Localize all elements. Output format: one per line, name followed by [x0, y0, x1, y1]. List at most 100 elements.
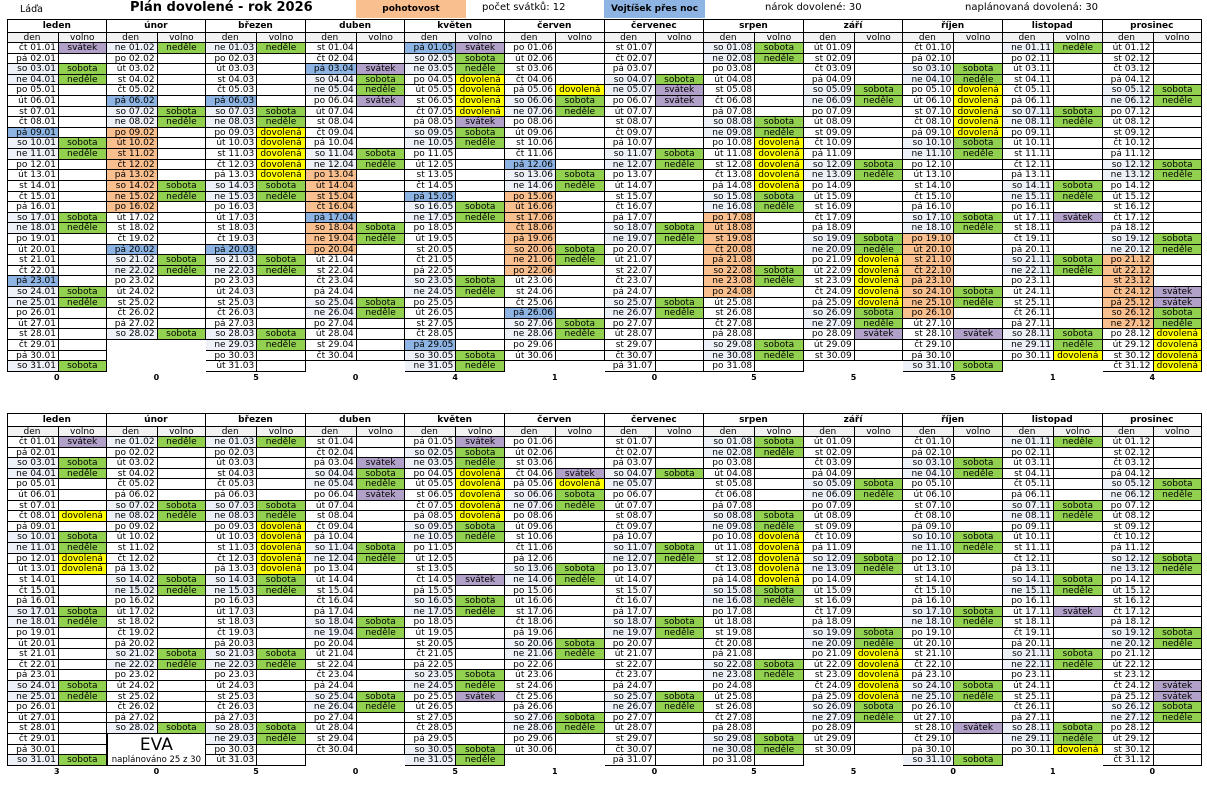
volno-cell[interactable]: neděle: [1053, 265, 1102, 276]
day-row[interactable]: ne 26.07 neděle: [604, 308, 705, 319]
day-row[interactable]: ne 31.05 neděle: [405, 755, 505, 766]
day-row[interactable]: pá 02.01: [7, 447, 107, 459]
volno-cell[interactable]: [1054, 287, 1102, 297]
volno-cell[interactable]: sobota: [854, 627, 903, 638]
day-cell[interactable]: čt 09.04: [306, 521, 357, 532]
day-cell[interactable]: ne 12.07: [604, 553, 656, 564]
day-row[interactable]: po 30.11 dovolená: [1002, 744, 1103, 756]
volno-cell[interactable]: [59, 319, 106, 329]
day-row[interactable]: út 22.09 dovolená: [803, 265, 904, 277]
volno-cell[interactable]: [755, 649, 803, 659]
day-row[interactable]: so 31.10 sobota: [903, 361, 1003, 372]
day-row[interactable]: út 06.01: [7, 490, 107, 501]
day-row[interactable]: čt 09.07: [604, 521, 705, 533]
day-row[interactable]: pá 30.01: [7, 744, 107, 756]
day-cell[interactable]: st 29.07: [605, 734, 656, 744]
day-row[interactable]: pá 11.12: [1102, 543, 1203, 554]
volno-cell[interactable]: dovolená: [755, 138, 803, 149]
day-cell[interactable]: pá 30.10: [903, 350, 955, 361]
day-row[interactable]: čt 01.01 svátek: [7, 437, 107, 448]
day-cell[interactable]: so 04.07: [604, 74, 656, 85]
day-cell[interactable]: ne 17.05: [405, 606, 457, 617]
day-cell[interactable]: čt 28.05: [405, 329, 457, 340]
volno-cell[interactable]: [954, 501, 1002, 511]
day-cell[interactable]: po 19.01: [8, 627, 59, 638]
day-cell[interactable]: ne 20.09: [803, 638, 855, 649]
volno-cell[interactable]: [755, 75, 803, 85]
volno-cell[interactable]: [1054, 234, 1102, 244]
day-row[interactable]: út 26.05: [405, 702, 505, 713]
day-row[interactable]: ne 09.08 neděle: [704, 521, 804, 533]
day-cell[interactable]: ne 01.02: [106, 437, 158, 447]
day-cell[interactable]: pá 17.07: [605, 606, 656, 617]
day-cell[interactable]: čt 21.05: [405, 649, 457, 659]
volno-cell[interactable]: [59, 660, 106, 670]
day-row[interactable]: út 01.12: [1102, 437, 1203, 448]
day-cell[interactable]: ne 18.01: [8, 223, 59, 233]
day-row[interactable]: pá 17.04: [305, 606, 406, 618]
day-row[interactable]: út 10.11: [1002, 532, 1103, 544]
day-cell[interactable]: ne 27.12: [1102, 318, 1154, 329]
day-row[interactable]: pá 25.12 svátek: [1102, 691, 1203, 703]
day-row[interactable]: po 20.07: [604, 638, 705, 650]
day-cell[interactable]: so 18.07: [604, 223, 656, 233]
day-row[interactable]: st 01.04: [305, 437, 406, 448]
volno-cell[interactable]: [257, 319, 305, 329]
volno-cell[interactable]: [1154, 734, 1202, 744]
volno-cell[interactable]: neděle: [356, 85, 405, 96]
day-cell[interactable]: st 11.02: [106, 149, 158, 159]
volno-cell[interactable]: [357, 138, 405, 148]
day-row[interactable]: st 25.03: [206, 297, 306, 309]
volno-cell[interactable]: [257, 607, 305, 617]
day-row[interactable]: po 30.11 dovolená: [1002, 350, 1103, 362]
volno-cell[interactable]: neděle: [755, 521, 803, 532]
volno-cell[interactable]: [556, 117, 604, 127]
volno-cell[interactable]: [158, 138, 206, 148]
day-row[interactable]: út 03.02: [106, 64, 207, 75]
day-row[interactable]: po 23.03: [206, 276, 306, 288]
volno-cell[interactable]: neděle: [1153, 244, 1202, 255]
volno-cell[interactable]: [158, 64, 206, 74]
day-row[interactable]: čt 12.02: [106, 553, 207, 565]
volno-cell[interactable]: [855, 511, 903, 521]
day-row[interactable]: út 10.02: [106, 532, 207, 544]
day-row[interactable]: ne 29.03 neděle: [206, 734, 306, 745]
volno-cell[interactable]: sobota: [456, 670, 504, 681]
day-row[interactable]: čt 14.05: [405, 180, 505, 192]
day-cell[interactable]: st 23.09: [804, 276, 855, 287]
volno-cell[interactable]: [855, 181, 903, 191]
day-row[interactable]: st 25.02: [106, 297, 207, 309]
volno-cell[interactable]: [656, 319, 704, 329]
day-row[interactable]: po 24.08: [704, 681, 804, 692]
day-cell[interactable]: út 17.02: [107, 212, 158, 223]
day-row[interactable]: út 17.02: [106, 212, 207, 224]
volno-cell[interactable]: sobota: [1053, 500, 1102, 511]
day-row[interactable]: čt 02.04: [305, 447, 406, 459]
volno-cell[interactable]: [158, 202, 206, 212]
volno-cell[interactable]: [456, 628, 504, 638]
day-row[interactable]: ne 24.05 neděle: [405, 681, 505, 692]
day-row[interactable]: út 11.08 dovolená: [704, 149, 804, 160]
day-cell[interactable]: ne 05.04: [305, 85, 357, 96]
day-cell[interactable]: út 10.03: [206, 138, 258, 149]
day-row[interactable]: so 19.12 sobota: [1102, 627, 1203, 639]
day-cell[interactable]: ne 01.03: [206, 43, 258, 53]
day-row[interactable]: po 02.02: [106, 447, 207, 459]
day-cell[interactable]: po 23.02: [107, 276, 158, 287]
day-row[interactable]: út 14.04: [305, 180, 406, 192]
day-row[interactable]: ne 03.05 neděle: [405, 64, 505, 75]
volno-cell[interactable]: [158, 713, 206, 723]
day-row[interactable]: čt 30.04: [305, 744, 406, 756]
volno-cell[interactable]: dovolená: [257, 159, 305, 170]
day-cell[interactable]: čt 17.12: [1103, 212, 1154, 223]
day-cell[interactable]: so 19.12: [1102, 627, 1154, 638]
day-row[interactable]: so 20.06 sobota: [504, 638, 605, 650]
volno-cell[interactable]: [556, 128, 604, 138]
day-cell[interactable]: čt 05.11: [1003, 479, 1054, 490]
day-cell[interactable]: pá 25.12: [1103, 691, 1154, 702]
day-row[interactable]: ne 05.07: [604, 479, 705, 491]
volno-cell[interactable]: [158, 160, 206, 170]
day-row[interactable]: po 09.02: [106, 521, 207, 533]
day-cell[interactable]: út 18.08: [704, 223, 756, 233]
volno-cell[interactable]: sobota: [257, 649, 305, 659]
